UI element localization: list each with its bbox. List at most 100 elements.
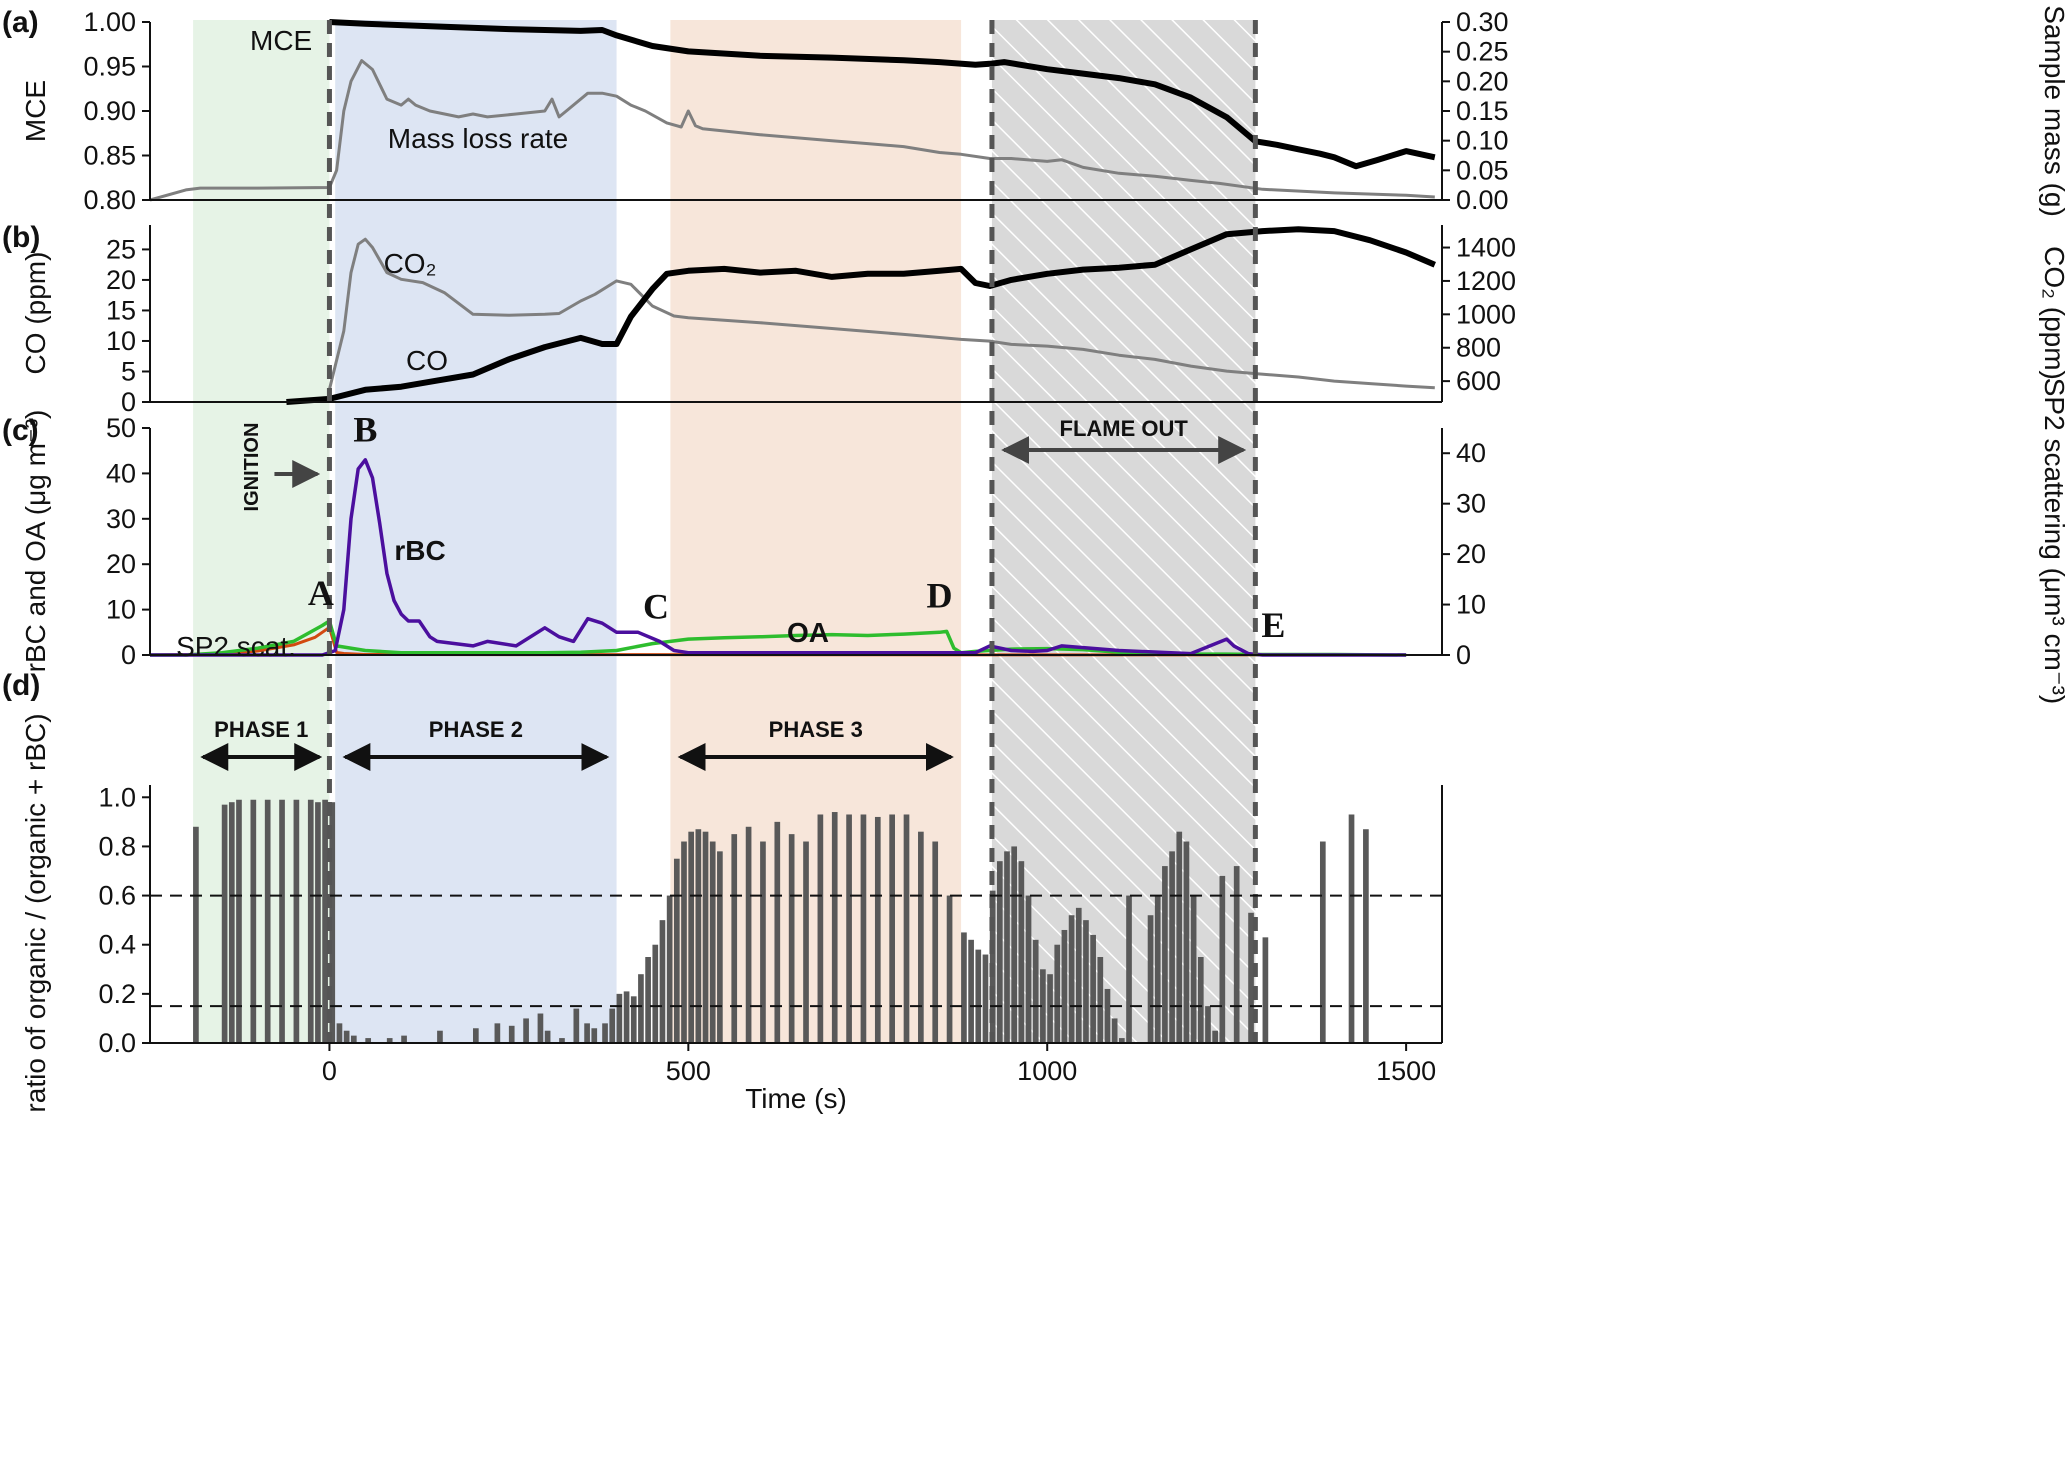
y-tick-label: 1.00 (83, 7, 136, 37)
y-axis-title: rBC and OA (μg m⁻³) (20, 410, 51, 673)
ratio-bar (903, 814, 910, 1043)
ratio-bar (350, 1035, 357, 1043)
y-tick-label: 0.90 (83, 96, 136, 126)
ratio-bar (831, 812, 838, 1043)
y-right-axis-title: Sample mass (g) (2039, 5, 2067, 217)
ratio-bar (874, 816, 881, 1043)
ratio-bar (1119, 1038, 1125, 1043)
rbc-line (150, 458, 1407, 657)
flame-out-shade (991, 20, 1256, 1043)
y-tick-label: 0 (121, 387, 136, 417)
ratio-bar (918, 831, 924, 1043)
phase-label-3: PHASE 3 (769, 717, 863, 742)
ignition-label: IGNITION (241, 423, 263, 512)
x-tick-label: 500 (666, 1056, 711, 1086)
y-right-tick-label: 0.25 (1456, 37, 1509, 67)
ratio-bar (817, 814, 824, 1043)
ratio-bar (1054, 944, 1061, 1043)
y-tick-label: 40 (106, 458, 136, 488)
ratio-bar (1154, 895, 1161, 1043)
co2-line (327, 237, 1435, 390)
ratio-bar (946, 895, 953, 1043)
ratio-bar (573, 1008, 580, 1043)
y-right-tick-label: 10 (1456, 590, 1486, 620)
y-axis-title: CO (ppm) (20, 252, 51, 375)
ratio-bar (236, 799, 242, 1043)
y-tick-label: 15 (106, 295, 136, 325)
y-tick-label: 10 (106, 326, 136, 356)
mce-series-label: MCE (250, 25, 312, 56)
ratio-bar (623, 991, 630, 1043)
ratio-bar (717, 851, 723, 1043)
y-tick-label: 5 (121, 356, 136, 386)
ratio-bar (437, 1030, 443, 1043)
ratio-bar (846, 814, 852, 1043)
ratio-bar (315, 802, 321, 1043)
phase-shade-2 (335, 20, 617, 1043)
y-right-axis-title: SP2 scattering (μm³ cm⁻³) (2039, 378, 2067, 705)
ratio-bar (996, 861, 1003, 1043)
y-right-tick-label: 0.00 (1456, 185, 1509, 215)
ratio-bar (1126, 895, 1132, 1043)
ratio-bar (1147, 915, 1154, 1043)
phase-label-2: PHASE 2 (429, 717, 523, 742)
ratio-bar (221, 804, 228, 1043)
ratio-bar (1319, 841, 1326, 1043)
ratio-bar (1068, 915, 1075, 1043)
ratio-bar (544, 1030, 551, 1043)
ratio-bar (731, 834, 738, 1043)
ratio-bar (688, 831, 695, 1043)
y-tick-label: 0 (121, 640, 136, 670)
ratio-bar (645, 957, 651, 1043)
ratio-bar (250, 799, 257, 1043)
ratio-bar (537, 1013, 544, 1043)
ratio-bar (264, 799, 271, 1043)
co-series-label: CO (406, 345, 448, 376)
ratio-bar (695, 829, 702, 1043)
y-tick-label: 0.80 (83, 185, 136, 215)
panel-letter: (d) (2, 669, 40, 702)
ratio-bar (1061, 929, 1068, 1043)
point-label-D: D (927, 575, 953, 615)
ratio-bar (774, 821, 781, 1043)
ratio-bar (584, 1023, 590, 1043)
y-right-tick-label: 0.30 (1456, 7, 1509, 37)
y-right-tick-label: 800 (1456, 333, 1501, 363)
x-tick-label: 1000 (1017, 1056, 1077, 1086)
ratio-bar (1248, 912, 1254, 1043)
panel-letter: (b) (2, 221, 40, 254)
point-label-E: E (1261, 605, 1285, 645)
y-right-tick-label: 600 (1456, 366, 1501, 396)
ratio-bar (1262, 937, 1269, 1043)
mass-loss-series-label: Mass loss rate (388, 123, 569, 154)
x-tick-label: 1500 (1376, 1056, 1436, 1086)
ratio-bar (1219, 875, 1226, 1043)
ratio-bar (1040, 969, 1046, 1043)
y-right-axis-title: CO₂ (ppm) (2039, 246, 2067, 380)
ratio-bar (329, 802, 336, 1043)
ratio-bar (860, 814, 867, 1043)
y-right-tick-label: 0 (1456, 640, 1471, 670)
y-tick-label: 0.2 (98, 979, 136, 1009)
y-axis-title: ratio of organic / (organic + rBC) (20, 713, 51, 1112)
ratio-bar (1111, 1018, 1118, 1043)
ratio-bar (322, 799, 328, 1043)
ratio-bar (638, 974, 644, 1043)
y-tick-label: 20 (106, 265, 136, 295)
ratio-bar (401, 1035, 407, 1043)
rbc-series-label: rBC (394, 535, 445, 566)
x-tick-label: 0 (322, 1056, 337, 1086)
ratio-bar (1090, 934, 1096, 1043)
y-right-tick-label: 1200 (1456, 266, 1516, 296)
flame-out-label: FLAME OUT (1060, 416, 1189, 441)
ratio-bar (559, 1038, 565, 1043)
y-tick-label: 0.4 (98, 930, 136, 960)
phase-label-1: PHASE 1 (214, 717, 308, 742)
ratio-bar (1363, 829, 1369, 1043)
y-tick-label: 10 (106, 595, 136, 625)
ratio-bar (961, 932, 967, 1043)
ratio-bar (681, 841, 687, 1043)
ratio-bar (293, 799, 300, 1043)
point-label-A: A (308, 573, 334, 613)
ratio-bar (494, 1023, 501, 1043)
